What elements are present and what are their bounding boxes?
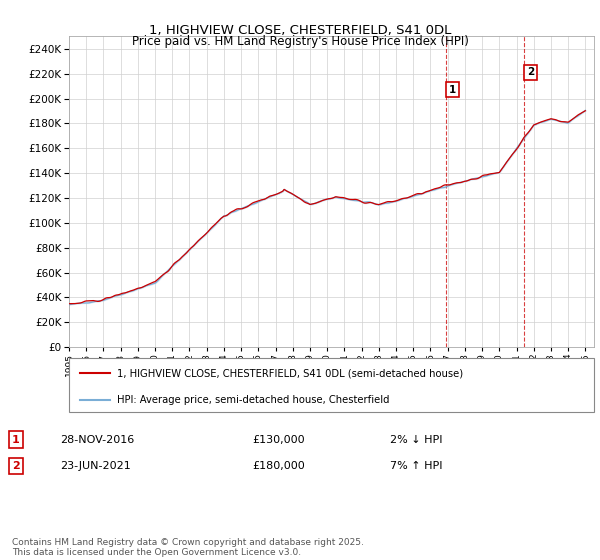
Text: 23-JUN-2021: 23-JUN-2021 [60,461,131,471]
Text: Price paid vs. HM Land Registry's House Price Index (HPI): Price paid vs. HM Land Registry's House … [131,35,469,48]
Text: 2% ↓ HPI: 2% ↓ HPI [390,435,443,445]
Text: 1, HIGHVIEW CLOSE, CHESTERFIELD, S41 0DL: 1, HIGHVIEW CLOSE, CHESTERFIELD, S41 0DL [149,24,451,36]
Text: 1, HIGHVIEW CLOSE, CHESTERFIELD, S41 0DL (semi-detached house): 1, HIGHVIEW CLOSE, CHESTERFIELD, S41 0DL… [117,368,463,379]
Text: 2: 2 [527,67,534,77]
Text: 7% ↑ HPI: 7% ↑ HPI [390,461,443,471]
Text: 1: 1 [12,435,20,445]
Text: Contains HM Land Registry data © Crown copyright and database right 2025.
This d: Contains HM Land Registry data © Crown c… [12,538,364,557]
Text: £180,000: £180,000 [252,461,305,471]
Text: HPI: Average price, semi-detached house, Chesterfield: HPI: Average price, semi-detached house,… [117,395,389,405]
Text: 2: 2 [12,461,20,471]
Text: 28-NOV-2016: 28-NOV-2016 [60,435,134,445]
Text: £130,000: £130,000 [252,435,305,445]
Text: 1: 1 [449,85,456,95]
